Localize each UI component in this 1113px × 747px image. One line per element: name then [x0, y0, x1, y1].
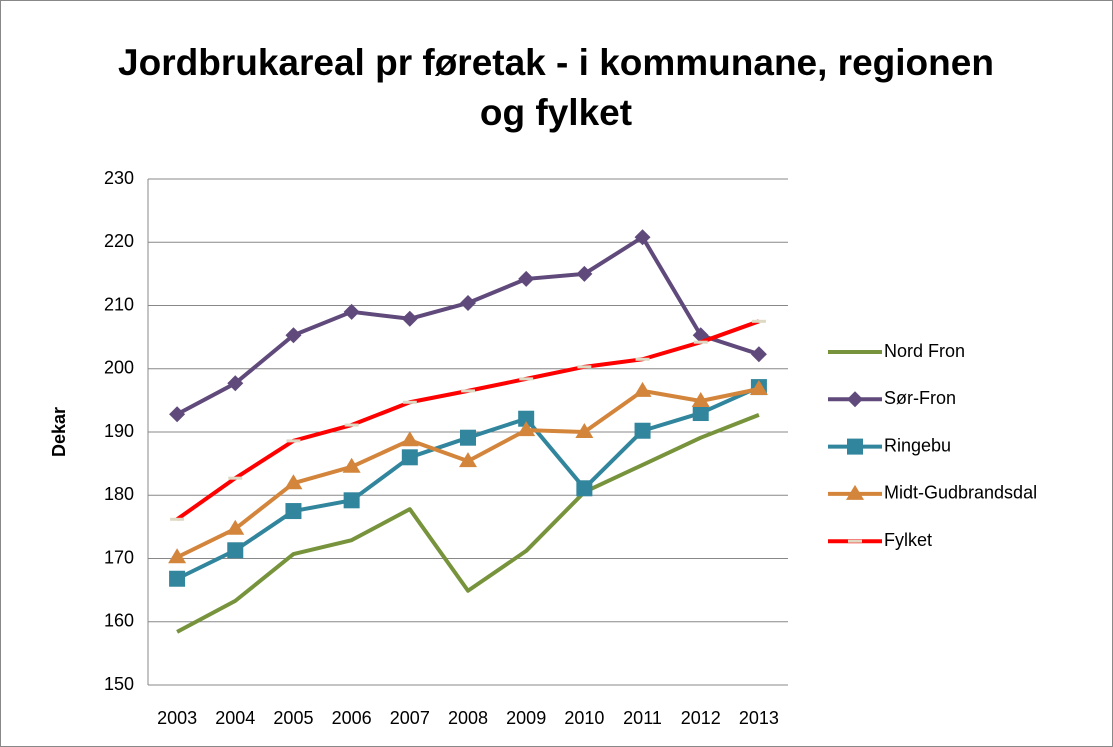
legend-marker	[847, 438, 863, 455]
marker	[401, 449, 418, 466]
marker	[227, 375, 244, 392]
marker	[169, 570, 186, 587]
marker	[284, 474, 303, 490]
marker	[233, 599, 237, 603]
x-tick-label: 2010	[564, 708, 604, 728]
marker	[517, 421, 536, 437]
legend-label: Sør-Fron	[884, 388, 956, 408]
marker	[285, 327, 302, 344]
marker	[226, 519, 245, 535]
y-tick-label: 180	[104, 484, 134, 504]
y-axis-label: Dekar	[49, 407, 69, 457]
legend-label: Ringebu	[884, 435, 951, 455]
legend-label: Fylket	[884, 530, 932, 550]
marker	[460, 294, 476, 311]
marker	[518, 410, 535, 427]
series-line	[176, 413, 760, 634]
marker	[749, 379, 768, 395]
y-tick-label: 210	[104, 294, 134, 314]
marker	[343, 303, 360, 320]
y-tick-label: 150	[104, 674, 134, 694]
marker	[575, 423, 594, 438]
marker	[524, 549, 528, 553]
legend-marker	[846, 484, 864, 500]
marker	[291, 552, 295, 556]
y-tick-label: 200	[104, 358, 134, 378]
marker	[633, 381, 652, 397]
y-tick-label: 230	[104, 168, 134, 188]
marker	[350, 538, 354, 542]
marker	[400, 431, 419, 447]
x-tick-label: 2011	[623, 708, 662, 728]
marker	[641, 463, 645, 467]
x-tick-label: 2005	[273, 708, 313, 728]
y-tick-label: 220	[104, 231, 134, 251]
marker	[576, 265, 593, 282]
marker	[691, 392, 710, 408]
x-tick-label: 2004	[215, 708, 255, 728]
marker	[634, 229, 651, 246]
chart-title: Jordbrukareal pr føretak - i kommunane, …	[118, 42, 994, 133]
marker	[169, 406, 186, 423]
marker	[699, 436, 703, 440]
x-tick-label: 2009	[506, 708, 546, 728]
marker	[175, 630, 179, 634]
marker	[518, 270, 535, 287]
x-tick-label: 2013	[739, 708, 779, 728]
x-tick-label: 2006	[332, 708, 372, 728]
marker	[285, 503, 302, 520]
legend-marker	[847, 391, 863, 408]
marker	[750, 346, 767, 363]
y-tick-label: 160	[104, 611, 134, 631]
marker	[466, 589, 470, 593]
marker	[757, 413, 761, 417]
marker	[343, 492, 360, 509]
x-tick-label: 2008	[448, 708, 488, 728]
marker	[227, 542, 244, 559]
marker	[460, 429, 476, 446]
x-tick-label: 2003	[157, 708, 197, 728]
marker	[692, 405, 709, 422]
marker	[168, 548, 187, 564]
marker	[576, 480, 593, 497]
marker	[342, 457, 361, 473]
x-tick-label: 2012	[681, 708, 721, 728]
marker	[408, 507, 412, 511]
y-tick-label: 190	[104, 421, 134, 441]
marker	[401, 310, 418, 327]
legend-label: Nord Fron	[884, 341, 965, 361]
marker	[459, 452, 477, 468]
y-tick-label: 170	[104, 547, 134, 567]
legend-label: Midt-Gudbrandsdal	[884, 483, 1037, 503]
x-tick-label: 2007	[390, 708, 430, 728]
marker	[634, 422, 651, 439]
